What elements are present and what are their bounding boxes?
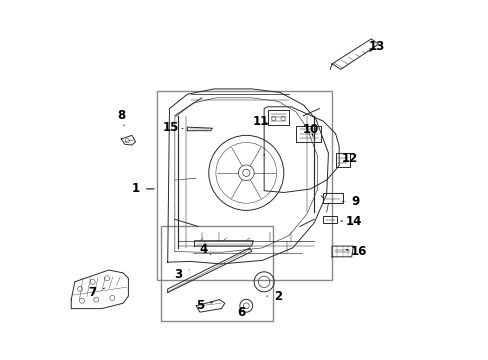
Text: 10: 10 — [302, 123, 318, 136]
Text: 1: 1 — [131, 183, 154, 195]
Text: 15: 15 — [163, 121, 183, 134]
Bar — [157, 91, 331, 280]
Bar — [160, 226, 272, 321]
Text: 7: 7 — [88, 286, 104, 299]
Text: 16: 16 — [346, 245, 366, 258]
Text: 2: 2 — [266, 289, 282, 303]
Text: 5: 5 — [195, 299, 212, 312]
Text: 8: 8 — [117, 109, 125, 126]
Text: 11: 11 — [252, 114, 268, 127]
Text: 14: 14 — [340, 215, 361, 228]
Text: 6: 6 — [236, 306, 244, 319]
Text: 13: 13 — [368, 40, 384, 53]
Text: 3: 3 — [174, 268, 189, 281]
Text: 12: 12 — [341, 152, 357, 165]
Text: 4: 4 — [199, 243, 210, 256]
Text: 9: 9 — [342, 195, 359, 208]
